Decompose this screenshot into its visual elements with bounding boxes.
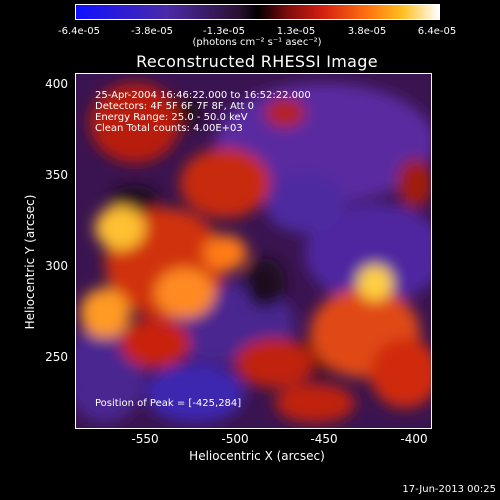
x-axis-label: Heliocentric X (arcsec) bbox=[189, 449, 325, 463]
info-peak-position: Position of Peak = [-425,284] bbox=[95, 398, 242, 409]
heatmap-plot bbox=[75, 73, 432, 429]
x-tick-label: -550 bbox=[131, 432, 159, 446]
colorbar-tick: -6.4e-05 bbox=[58, 26, 100, 37]
y-axis-label: Heliocentric Y (arcsec) bbox=[23, 194, 37, 330]
x-tick-label: -450 bbox=[310, 432, 338, 446]
chart-title: Reconstructed RHESSI Image bbox=[136, 52, 378, 71]
info-time-range: 25-Apr-2004 16:46:22.000 to 16:52:22.000 bbox=[95, 90, 311, 101]
x-tick-label: -400 bbox=[400, 432, 428, 446]
colorbar-tick: 6.4e-05 bbox=[417, 26, 457, 37]
info-energy-range: Energy Range: 25.0 - 50.0 keV bbox=[95, 112, 248, 123]
info-clean-counts: Clean Total counts: 4.00E+03 bbox=[95, 123, 243, 134]
y-tick-label: 400 bbox=[45, 77, 68, 91]
x-tick-label: -500 bbox=[221, 432, 249, 446]
info-detectors: Detectors: 4F 5F 6F 7F 8F, Att 0 bbox=[95, 101, 255, 112]
colorbar bbox=[75, 4, 440, 20]
y-tick-label: 300 bbox=[45, 259, 68, 273]
colorbar-tick: -3.8e-05 bbox=[131, 26, 173, 37]
y-tick-label: 350 bbox=[45, 168, 68, 182]
colorbar-tick: 1.3e-05 bbox=[276, 26, 316, 37]
heatmap-image bbox=[75, 73, 432, 429]
y-tick-label: 250 bbox=[45, 350, 68, 364]
colorbar-tick: 3.8e-05 bbox=[347, 26, 387, 37]
colorbar-tick: -1.3e-05 bbox=[203, 26, 245, 37]
timestamp-footer: 17-Jun-2013 00:25 bbox=[402, 484, 496, 495]
colorbar-units: (photons cm⁻² s⁻¹ asec⁻²) bbox=[192, 37, 322, 48]
